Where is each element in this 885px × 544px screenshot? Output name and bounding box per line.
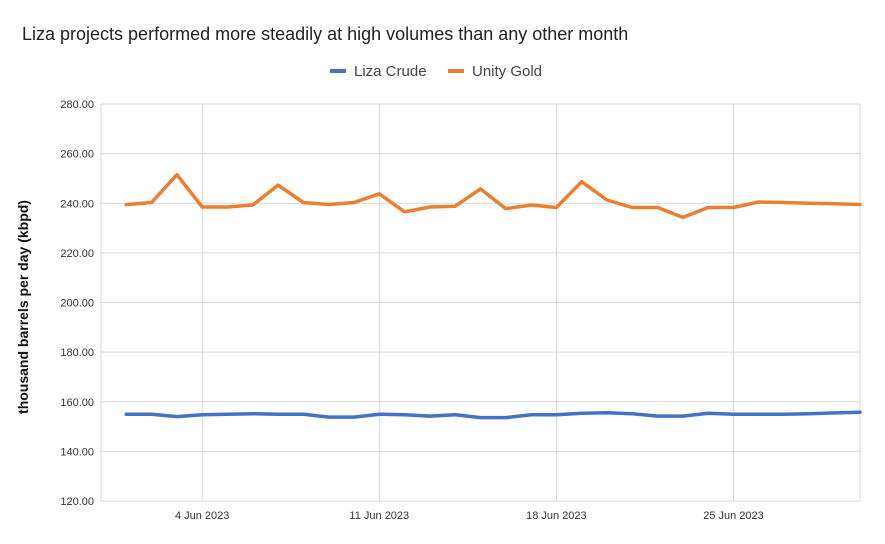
data-point-unity-gold <box>226 205 229 209</box>
data-point-unity-gold <box>150 201 154 205</box>
data-point-liza-crude <box>858 410 862 414</box>
data-point-unity-gold <box>554 205 558 209</box>
data-point-liza-crude <box>301 412 305 416</box>
y-axis-ticks: 120.00 140.00 160.00 180.00 200.00 220.00 240.… <box>60 99 94 508</box>
data-point-liza-crude <box>200 413 204 417</box>
data-point-unity-gold <box>479 187 482 191</box>
data-point-liza-crude <box>226 412 229 416</box>
y-axis-title: thousand barrels per day (kbpd) <box>15 200 31 414</box>
data-point-unity-gold <box>630 205 634 209</box>
data-point-liza-crude <box>630 412 634 416</box>
data-point-unity-gold <box>453 204 457 208</box>
gridlines <box>100 103 861 502</box>
data-point-unity-gold <box>858 202 862 206</box>
data-point-liza-crude <box>428 414 432 418</box>
data-point-liza-crude <box>807 412 811 416</box>
data-point-liza-crude <box>276 412 280 416</box>
y-tick-label: 240.00 <box>60 198 94 210</box>
data-point-liza-crude <box>681 414 685 418</box>
data-point-unity-gold <box>529 203 533 207</box>
data-point-unity-gold <box>352 201 356 205</box>
data-point-liza-crude <box>352 415 356 419</box>
data-point-liza-crude <box>150 412 154 416</box>
legend: Liza Crude Unity Gold <box>330 63 542 80</box>
data-point-unity-gold <box>124 202 128 206</box>
data-point-unity-gold <box>251 203 255 207</box>
y-tick-label: 160.00 <box>60 397 94 409</box>
x-tick-label: 11 Jun 2023 <box>349 510 409 522</box>
data-point-unity-gold <box>681 215 685 219</box>
data-point-unity-gold <box>428 205 432 209</box>
data-point-unity-gold <box>327 202 331 206</box>
data-point-liza-crude <box>327 415 331 419</box>
data-point-unity-gold <box>757 200 761 204</box>
data-point-unity-gold <box>377 192 381 196</box>
chart-title: Liza projects performed more steadily at… <box>22 24 628 44</box>
data-point-liza-crude <box>782 412 786 416</box>
data-point-unity-gold <box>732 205 735 209</box>
data-point-unity-gold <box>656 205 660 209</box>
data-point-unity-gold <box>605 198 609 202</box>
data-point-liza-crude <box>833 411 837 415</box>
data-point-unity-gold <box>833 202 837 206</box>
data-point-unity-gold <box>807 201 811 205</box>
data-point-unity-gold <box>175 173 179 177</box>
y-tick-label: 260.00 <box>60 149 94 161</box>
data-point-liza-crude <box>529 413 533 417</box>
series-line-unity-gold <box>124 172 862 220</box>
y-tick-label: 120.00 <box>60 496 94 508</box>
data-point-liza-crude <box>706 411 710 415</box>
data-point-unity-gold <box>580 180 584 184</box>
y-tick-label: 200.00 <box>60 298 94 310</box>
data-point-unity-gold <box>504 207 508 211</box>
data-point-unity-gold <box>276 183 280 187</box>
data-point-unity-gold <box>782 201 786 205</box>
plot-area <box>124 172 862 420</box>
data-point-unity-gold <box>403 210 407 214</box>
series-line-liza-crude <box>124 410 862 420</box>
data-point-liza-crude <box>656 414 660 418</box>
data-point-liza-crude <box>580 411 584 415</box>
data-point-unity-gold <box>301 201 305 205</box>
y-tick-label: 180.00 <box>60 347 94 359</box>
x-axis-ticks: 4 Jun 2023 11 Jun 2023 18 Jun 2023 25 Jun 2… <box>175 510 764 522</box>
data-point-liza-crude <box>453 413 457 417</box>
data-point-liza-crude <box>377 412 381 416</box>
legend-label-unity-gold: Unity Gold <box>472 63 542 80</box>
data-point-liza-crude <box>732 412 735 416</box>
data-point-liza-crude <box>504 416 508 420</box>
legend-label-liza-crude: Liza Crude <box>354 63 427 80</box>
data-point-liza-crude <box>124 412 128 416</box>
data-point-liza-crude <box>251 412 255 416</box>
data-point-liza-crude <box>554 413 558 417</box>
data-point-liza-crude <box>175 415 179 419</box>
x-tick-label: 18 Jun 2023 <box>526 510 587 522</box>
data-point-liza-crude <box>757 412 761 416</box>
y-tick-label: 280.00 <box>60 99 94 111</box>
y-tick-label: 220.00 <box>60 248 94 260</box>
x-tick-label: 4 Jun 2023 <box>175 510 229 522</box>
y-tick-label: 140.00 <box>60 446 94 458</box>
data-point-liza-crude <box>479 416 482 420</box>
data-point-liza-crude <box>403 413 407 417</box>
x-tick-label: 25 Jun 2023 <box>703 510 764 522</box>
data-point-liza-crude <box>605 411 609 415</box>
data-point-unity-gold <box>200 205 204 209</box>
data-point-unity-gold <box>706 205 710 209</box>
